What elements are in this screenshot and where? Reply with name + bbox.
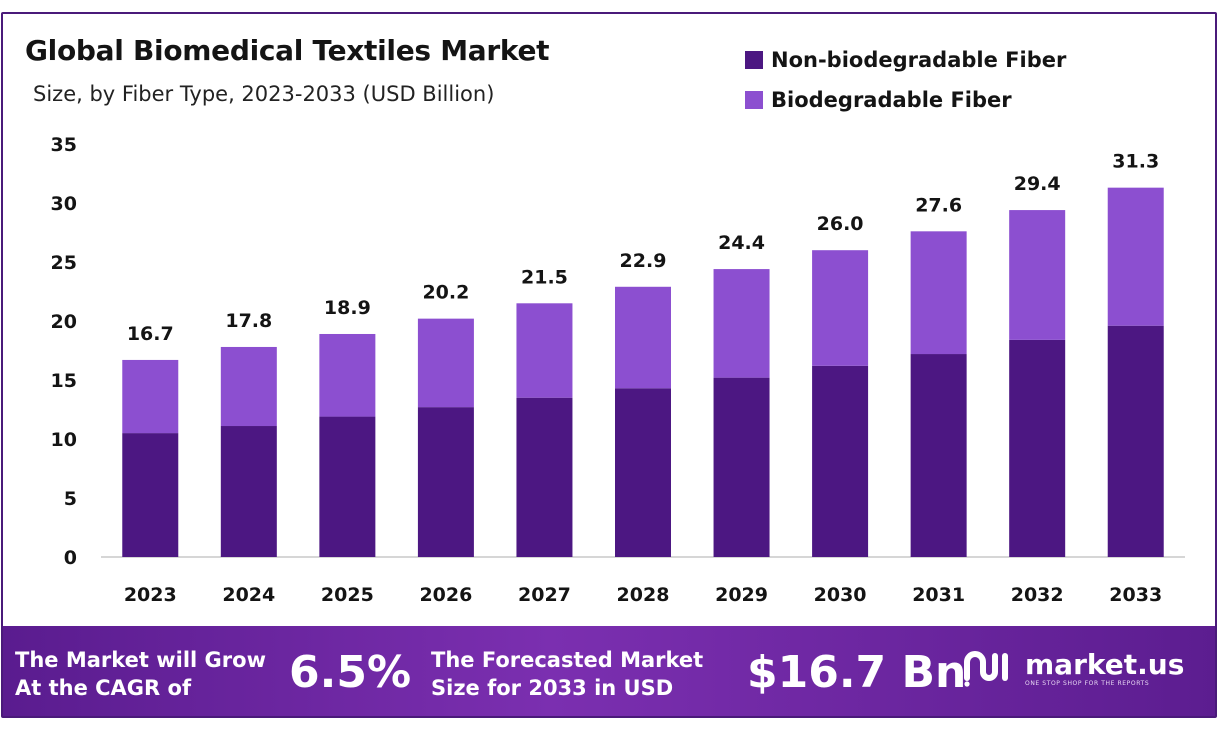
y-tick-label: 30 [51,193,77,215]
bar-segment-biodegradable [1107,187,1164,326]
chart-subtitle: Size, by Fiber Type, 2023-2033 (USD Bill… [33,82,495,106]
legend-item-biodegradable: Biodegradable Fiber [745,80,1066,120]
legend-swatch-biodegradable [745,91,763,109]
market-us-logo-icon [964,651,1008,687]
x-tick-label: 2031 [912,584,965,606]
x-tick-label: 2029 [715,584,768,606]
forecast-caption-line1: The Forecasted Market [431,648,704,672]
bar-total-label: 17.8 [225,310,272,332]
bar-segment-biodegradable [812,250,869,366]
bar-segment-biodegradable [319,333,376,417]
bar-segment-biodegradable [615,286,671,389]
y-tick-label: 25 [51,252,77,274]
bar-segment-biodegradable [1009,210,1066,340]
x-tick-label: 2025 [321,584,374,606]
forecast-value: $16.7 Bn [747,647,967,698]
x-tick-label: 2023 [124,584,177,606]
legend-label-biodegradable: Biodegradable Fiber [771,88,1012,112]
bar-chart: 0510152025303516.7202317.8202418.9202520… [51,134,1185,606]
y-tick-label: 10 [51,429,77,451]
bar-segment-non-biodegradable [1107,325,1164,557]
x-tick-label: 2026 [419,584,472,606]
cagr-caption-line1: The Market will Grow [15,648,266,672]
bar-total-label: 22.9 [620,250,667,272]
x-tick-label: 2028 [617,584,670,606]
bar-segment-biodegradable [910,231,967,355]
y-tick-label: 20 [51,311,77,333]
bar-total-label: 27.6 [915,194,962,216]
cagr-value: 6.5% [289,647,412,698]
bar-segment-non-biodegradable [220,426,277,557]
bar-segment-non-biodegradable [812,365,869,557]
bar-segment-non-biodegradable [615,388,671,557]
bar-total-label: 24.4 [718,232,765,254]
y-tick-label: 0 [64,547,77,569]
forecast-caption: The Forecasted Market Size for 2033 in U… [431,646,703,702]
y-tick-label: 5 [64,488,77,510]
chart-frame: Global Biomedical Textiles Market Size, … [1,12,1217,718]
cagr-caption: The Market will Grow At the CAGR of [15,646,266,702]
bar-segment-non-biodegradable [713,377,770,557]
x-tick-label: 2024 [222,584,275,606]
forecast-caption-line2: Size for 2033 in USD [431,676,674,700]
bar-total-label: 26.0 [817,213,864,235]
brand-name: market.us [1025,647,1185,681]
bar-total-label: 18.9 [324,297,371,319]
bar-segment-non-biodegradable [910,354,967,557]
x-tick-label: 2030 [814,584,867,606]
legend-item-non-biodegradable: Non-biodegradable Fiber [745,40,1066,80]
footer-banner: The Market will Grow At the CAGR of 6.5%… [3,626,1215,716]
legend-swatch-non-biodegradable [745,51,763,69]
bar-segment-non-biodegradable [319,416,376,557]
bar-total-label: 29.4 [1014,173,1061,195]
brand-tagline: ONE STOP SHOP FOR THE REPORTS [1025,679,1150,687]
bar-segment-biodegradable [122,359,179,434]
legend-label-non-biodegradable: Non-biodegradable Fiber [771,48,1067,72]
bar-total-label: 16.7 [127,323,174,345]
bar-segment-biodegradable [417,318,474,408]
bar-segment-non-biodegradable [516,397,573,557]
bar-segment-non-biodegradable [122,433,179,557]
bar-segment-non-biodegradable [417,407,474,557]
x-tick-label: 2027 [518,584,571,606]
x-tick-label: 2032 [1011,584,1064,606]
market-us-logo: market.us ONE STOP SHOP FOR THE REPORTS [963,648,1184,688]
bar-total-label: 20.2 [422,282,469,304]
bar-segment-non-biodegradable [1009,339,1066,557]
bar-total-label: 21.5 [521,266,568,288]
cagr-caption-line2: At the CAGR of [15,676,192,700]
bar-total-label: 31.3 [1112,151,1159,173]
chart-legend: Non-biodegradable Fiber Biodegradable Fi… [745,40,1066,120]
y-tick-label: 35 [51,134,77,156]
bar-segment-biodegradable [516,303,573,398]
bar-segment-biodegradable [713,269,770,378]
x-tick-label: 2033 [1109,584,1162,606]
chart-title: Global Biomedical Textiles Market [25,34,550,67]
y-tick-label: 15 [51,370,77,392]
bar-segment-biodegradable [220,346,277,427]
